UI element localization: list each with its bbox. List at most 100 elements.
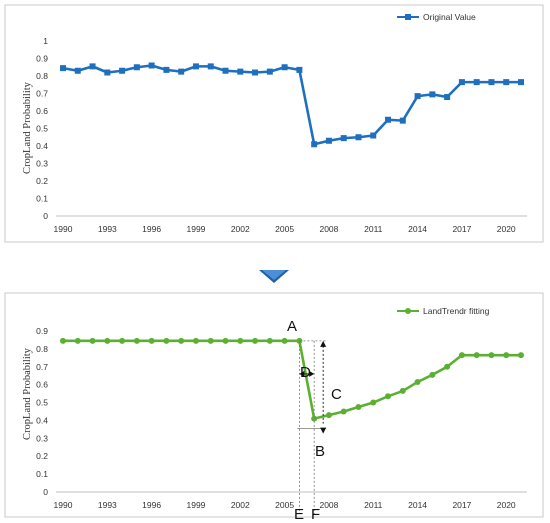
bottom-data-point (266, 337, 273, 344)
top-data-point (207, 63, 214, 70)
bottom-data-point (281, 337, 288, 344)
annotation-guides (297, 340, 327, 514)
annotation-B: B (315, 443, 325, 460)
top-chart-frame (4, 4, 544, 243)
bottom-data-point (207, 337, 214, 344)
top-y-tick-label: 0.5 (36, 124, 48, 134)
arrow-up-icon (320, 340, 327, 347)
bottom-data-point (60, 337, 66, 344)
top-data-point (237, 68, 244, 75)
top-y-tick-label: 0.6 (36, 106, 48, 116)
bottom-x-tick-label: 1990 (54, 500, 73, 510)
bottom-data-point (74, 337, 81, 344)
top-data-point (429, 91, 436, 98)
top-x-tick-label: 1993 (98, 224, 117, 234)
top-x-tick-label: 1990 (54, 224, 73, 234)
top-legend: Original Value (397, 12, 476, 22)
bottom-data-point (488, 352, 495, 359)
top-data-point (104, 69, 111, 76)
bottom-data-point (133, 337, 140, 344)
top-data-point (355, 134, 362, 141)
bottom-x-tick-label: 2005 (275, 500, 294, 510)
top-plot-area: 0 0.1 0.2 0.3 0.4 0.5 0.6 0.7 0.8 0.9 1 1990 1993 199… (36, 36, 524, 234)
bottom-data-point (148, 337, 155, 344)
top-x-tick-label: 2008 (319, 224, 338, 234)
bottom-y-tick-label: 0 (43, 487, 48, 497)
bottom-y-tick-label: 0.2 (36, 451, 48, 461)
top-x-tick-label: 1999 (187, 224, 206, 234)
bottom-x-tick-label: 2014 (408, 500, 427, 510)
bottom-x-tick-label: 1993 (98, 500, 117, 510)
top-data-point (311, 141, 318, 148)
bottom-data-point (104, 337, 111, 344)
annotation-A: A (287, 318, 297, 335)
top-data-point (340, 135, 347, 142)
bottom-y-tick-label: 0.6 (36, 380, 48, 390)
top-y-tick-label: 0.8 (36, 71, 48, 81)
bottom-x-tick-label: 2011 (364, 500, 383, 510)
bottom-data-point (325, 412, 332, 419)
bottom-data-point (355, 404, 362, 411)
bottom-y-axis-label: CropLand Probability (22, 347, 33, 440)
bottom-data-point (385, 393, 392, 400)
top-data-point (488, 79, 495, 86)
top-data-point (370, 132, 377, 139)
top-data-point (473, 79, 480, 86)
bottom-y-tick-label: 0.4 (36, 415, 48, 425)
top-y-tick-label: 0 (43, 211, 48, 221)
top-data-point (89, 63, 96, 70)
top-data-point (503, 79, 510, 86)
bottom-legend-label: LandTrendr fitting (423, 306, 490, 316)
top-data-point (178, 68, 185, 75)
bottom-data-point (340, 408, 347, 415)
bottom-data-point (252, 337, 259, 344)
bottom-data-point (473, 352, 480, 359)
top-x-tick-label: 2002 (231, 224, 250, 234)
bottom-x-tick-label: 1999 (187, 500, 206, 510)
bottom-y-tick-label: 0.5 (36, 398, 48, 408)
bottom-legend-marker (405, 308, 411, 314)
top-legend-label: Original Value (423, 12, 476, 22)
top-data-point (252, 69, 259, 76)
bottom-data-point (414, 378, 421, 385)
top-x-tick-label: 1996 (142, 224, 161, 234)
arrow-left-icon (299, 370, 305, 377)
top-data-point (163, 66, 170, 73)
annotation-C: C (331, 386, 342, 403)
top-y-tick-label: 0.4 (36, 141, 48, 151)
bottom-data-point (178, 337, 185, 344)
top-x-tick-label: 2005 (275, 224, 294, 234)
bottom-plot-area: 0 0.1 0.2 0.3 0.4 0.5 0.6 0.7 0.8 0.9 1990 1993 1996… (36, 326, 524, 510)
top-data-point (399, 117, 406, 124)
bottom-data-point (458, 352, 465, 359)
bottom-legend: LandTrendr fitting (397, 306, 490, 316)
bottom-data-point (503, 352, 510, 359)
top-y-tick-label: 0.9 (36, 54, 48, 64)
top-y-tick-label: 0.3 (36, 159, 48, 169)
top-y-tick-label: 0.2 (36, 176, 48, 186)
top-data-point (222, 67, 229, 74)
top-legend-marker (405, 14, 411, 20)
top-data-point (133, 64, 140, 71)
bottom-data-point (237, 337, 244, 344)
bottom-data-point (163, 337, 170, 344)
bottom-y-tick-label: 0.1 (36, 469, 48, 479)
annotation-D: D (300, 364, 311, 381)
bottom-data-point (119, 337, 126, 344)
top-data-point (518, 79, 524, 86)
top-data-point (60, 65, 66, 72)
top-y-tick-label: 1 (43, 36, 48, 46)
bottom-data-point (429, 371, 436, 378)
top-y-axis-label: CropLand Probability (22, 81, 33, 174)
bottom-y-tick-label: 0.7 (36, 362, 48, 372)
top-data-point (385, 116, 392, 123)
top-data-point (281, 64, 288, 71)
top-x-tick-label: 2011 (364, 224, 383, 234)
top-data-point (414, 93, 421, 100)
annotation-E: E (294, 506, 304, 523)
top-y-tick-label: 0.1 (36, 194, 48, 204)
bottom-data-point (192, 337, 199, 344)
down-arrow-icon (259, 270, 289, 283)
bottom-y-tick-label: 0.9 (36, 326, 48, 336)
